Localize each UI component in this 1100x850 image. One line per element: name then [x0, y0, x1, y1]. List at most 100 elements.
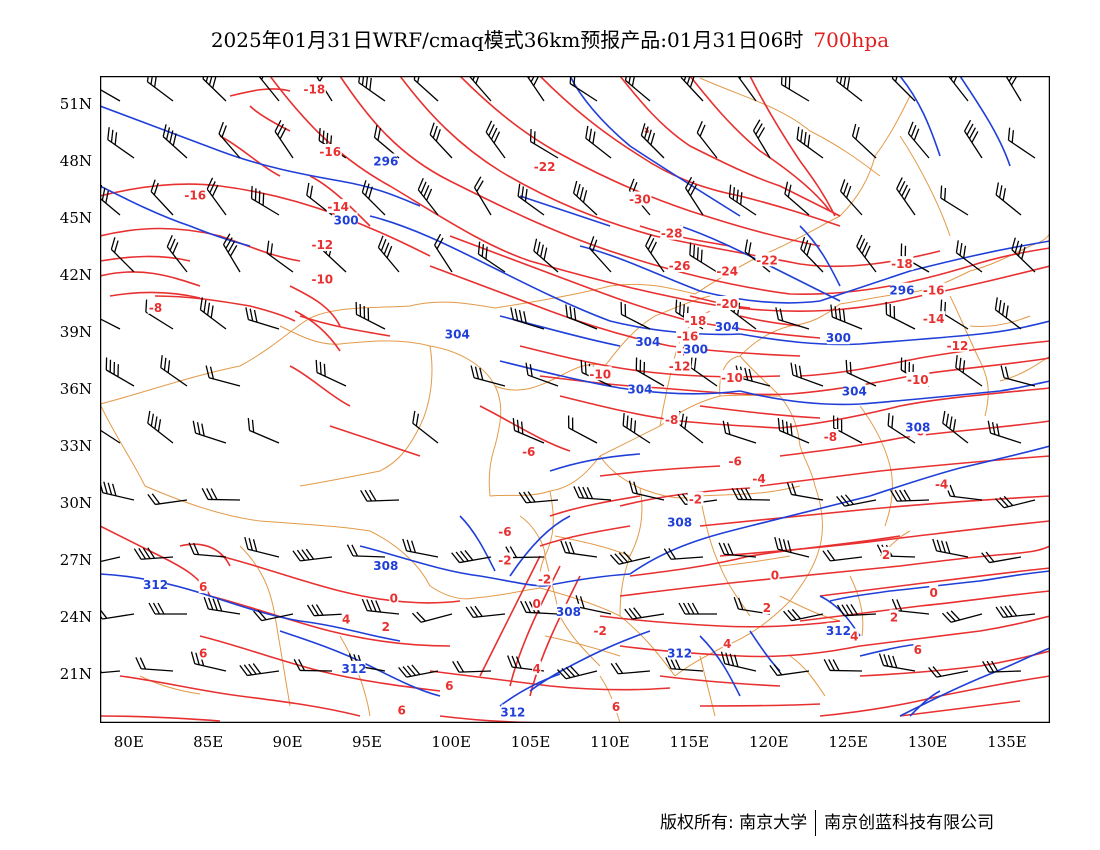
height-label-bg: [144, 577, 168, 592]
wind-barb: [786, 482, 824, 501]
temperature-label-bg: [326, 199, 350, 214]
lon-label: 80E: [113, 733, 144, 751]
temperature-label: 6: [612, 700, 620, 714]
wind-barb: [533, 238, 559, 273]
wind-barb: [293, 659, 333, 672]
wind-barb: [100, 425, 121, 444]
wind-barb: [856, 234, 877, 273]
wind-barb: [201, 488, 241, 501]
temperature-label-bg: [520, 444, 537, 459]
temperature-label-bg: [628, 191, 652, 206]
wind-barb: [620, 301, 651, 330]
wind-barb: [292, 548, 333, 562]
temperature-label: -2: [538, 573, 551, 587]
height-label: 312: [826, 624, 851, 638]
wind-barb: [469, 76, 492, 102]
lat-label: 33N: [59, 436, 92, 455]
temperature-label: -12: [947, 339, 969, 353]
temperature-label: -14: [923, 312, 945, 326]
temperature-label-bg: [684, 313, 707, 328]
wind-barb: [907, 121, 930, 159]
wind-barb: [147, 410, 174, 444]
wind-barb: [274, 120, 294, 159]
wind-barb: [696, 121, 718, 159]
wind-barb: [573, 486, 612, 501]
temperature-label: 4: [533, 662, 541, 676]
lon-label: 100E: [431, 733, 471, 751]
temperature-label-bg: [668, 358, 692, 373]
temperature-label-bg: [663, 411, 680, 426]
lat-label: 39N: [59, 322, 92, 341]
temperature-label-bg: [881, 546, 891, 561]
temperature-label: -8: [149, 301, 162, 315]
wind-barb: [266, 240, 294, 273]
weather-map: -18-16-16-14-12-10-8-22-30-28-26 -24-22-2…: [100, 76, 1050, 723]
wind-barb: [166, 235, 188, 273]
wind-barb: [585, 125, 612, 159]
temperature-label: 4: [342, 612, 350, 626]
temperature-label-bg: [822, 429, 839, 443]
temperature-label: 6: [398, 704, 406, 718]
wind-barb: [412, 410, 439, 444]
wind-barb: [836, 494, 877, 507]
wind-barb: [635, 357, 665, 387]
temperature-label-bg: [906, 372, 930, 386]
wind-barb: [887, 413, 916, 444]
temperature-label: -16: [923, 284, 945, 298]
temperature-label: 0: [533, 597, 541, 611]
temperature-label: 4: [850, 630, 858, 644]
copyright-text: 版权所有: 南京大学: [660, 813, 808, 833]
wind-barb: [994, 297, 1022, 330]
height-label-bg: [374, 153, 398, 168]
wind-barb: [135, 657, 174, 672]
wind-barb: [245, 307, 280, 330]
wind-barb: [932, 538, 969, 558]
wind-barb: [722, 420, 757, 444]
wind-barb: [822, 549, 863, 562]
wind-barb: [684, 176, 704, 216]
height-label-bg: [906, 419, 930, 434]
temperature-label: -2: [689, 493, 702, 507]
wind-barb: [783, 608, 824, 622]
wind-barb: [346, 544, 386, 558]
wind-barb: [836, 76, 863, 102]
wind-barb: [885, 301, 916, 330]
temperature-label: -4: [752, 472, 765, 486]
wind-barb: [1000, 365, 1036, 387]
temperature-label: -26: [669, 259, 691, 273]
wind-barb: [981, 551, 1022, 564]
temperature-label-bg: [532, 596, 542, 611]
temperature-label-bg: [310, 271, 334, 286]
temperature-label: 6: [199, 580, 207, 594]
wind-barb: [402, 538, 439, 558]
wind-barb: [995, 182, 1022, 216]
temperature-label: -10: [589, 367, 611, 381]
wind-barb: [610, 551, 651, 565]
wind-barb: [942, 410, 969, 444]
wind-barb: [360, 489, 400, 502]
wind-barb: [148, 602, 187, 615]
wind-barb: [982, 660, 1022, 673]
wind-barb: [1007, 127, 1036, 159]
wind-barb: [560, 540, 598, 558]
wind-barb: [133, 547, 174, 560]
wind-barb: [987, 420, 1022, 444]
temperature-label-bg: [722, 636, 732, 651]
temperature-label-bg: [715, 263, 739, 278]
temperature-label-bg: [687, 491, 704, 506]
lon-label: 110E: [590, 733, 630, 751]
height-label-bg: [334, 212, 358, 227]
height-label-bg: [501, 704, 525, 719]
wind-barb: [218, 121, 241, 159]
temperature-label-bg: [341, 611, 351, 626]
temperature-label-bg: [720, 370, 744, 385]
temperature-label: -14: [327, 200, 349, 214]
temperature-label: -24: [716, 265, 738, 279]
height-label-bg: [890, 282, 914, 297]
height-label: 308: [373, 559, 398, 573]
lon-label: 130E: [907, 733, 948, 751]
temperature-label: -30: [629, 193, 651, 207]
wind-barb: [150, 179, 174, 216]
temp-label-layer: -18-16-16-14-12-10-8-22-30-28-26 -24-22-2…: [147, 81, 970, 718]
temperature-label-bg: [922, 311, 946, 326]
